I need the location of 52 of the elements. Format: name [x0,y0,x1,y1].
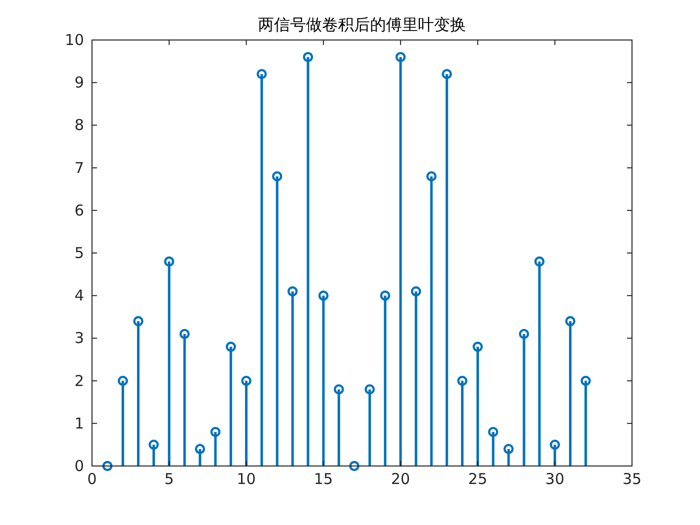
y-tick-label: 4 [74,286,84,305]
point [287,286,298,296]
point [256,68,267,80]
x-tick-label: 35 [622,470,642,488]
point [565,316,576,326]
point [349,460,360,472]
point [580,376,591,386]
y-tick-label: 6 [74,201,84,220]
chart-title: 两信号做卷积后的傅里叶变换 [258,15,466,34]
point [550,440,560,450]
x-tick-label: 0 [87,470,97,488]
point [488,426,498,438]
point [318,290,329,301]
point [334,384,344,394]
x-tick-label: 30 [545,470,564,488]
y-tick-label: 0 [74,457,84,475]
x-tick-label: 5 [164,470,174,488]
point [518,328,530,340]
x-tick-label: 20 [391,470,410,488]
point [534,256,545,267]
point [210,426,221,438]
point [102,460,113,472]
point [426,171,437,182]
point [364,384,375,394]
point [503,444,514,454]
y-tick-label: 1 [74,414,84,432]
y-tick-label: 2 [74,372,84,390]
point [133,316,144,326]
point [272,171,282,182]
x-tick-label: 10 [236,470,256,488]
point [302,52,314,62]
y-tick-label: 8 [74,116,84,134]
point [148,440,159,450]
point [164,256,174,267]
point [226,342,236,352]
point [194,444,206,454]
point [442,68,452,80]
x-tick-label: 15 [314,470,333,488]
point [410,286,422,296]
point [457,376,468,386]
y-tick-label: 10 [64,31,84,49]
y-tick-label: 5 [74,244,84,262]
y-tick-label: 9 [74,74,84,92]
y-tick-label: 7 [74,158,84,177]
point [118,376,128,386]
x-tick-label: 25 [468,470,488,488]
point [395,52,406,62]
point [241,376,252,386]
y-tick-label: 3 [74,329,84,348]
point [472,342,483,352]
point [179,328,190,340]
point [380,290,390,301]
